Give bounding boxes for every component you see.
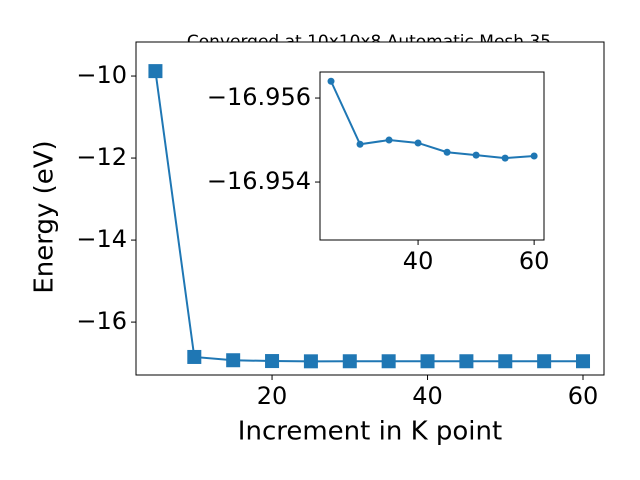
marker: [443, 148, 451, 156]
y-tick-label: −12: [76, 143, 127, 171]
x-tick-label: 40: [403, 247, 434, 275]
x-tick-label: 20: [257, 382, 288, 410]
marker: [226, 353, 241, 368]
marker: [265, 354, 280, 369]
y-axis-label: Energy (eV): [30, 140, 60, 293]
marker: [530, 152, 538, 160]
y-tick-label: −16: [76, 307, 127, 335]
marker: [576, 354, 591, 369]
y-tick-label: −16.954: [207, 167, 311, 195]
marker: [327, 77, 335, 85]
marker: [414, 139, 422, 147]
marker: [381, 354, 396, 369]
marker: [472, 151, 480, 159]
marker: [356, 140, 364, 148]
x-axis-label: Increment in K point: [238, 417, 502, 447]
plot-area: [320, 72, 544, 240]
axes-frame: [319, 71, 545, 241]
x-tick-label: 60: [568, 382, 599, 410]
axes-frame: [135, 41, 605, 376]
marker: [148, 64, 163, 79]
marker: [537, 354, 552, 369]
marker: [420, 354, 435, 369]
marker: [501, 154, 509, 162]
marker: [303, 354, 318, 369]
series-line: [330, 80, 535, 160]
y-tick-label: −14: [76, 225, 127, 253]
marker: [342, 354, 357, 369]
marker: [385, 136, 393, 144]
y-tick-label: −16.956: [207, 83, 311, 111]
y-tick-label: −10: [76, 61, 127, 89]
x-tick-label: 60: [519, 247, 550, 275]
marker: [498, 354, 513, 369]
marker: [459, 354, 474, 369]
marker: [187, 349, 202, 364]
x-tick-label: 40: [412, 382, 443, 410]
